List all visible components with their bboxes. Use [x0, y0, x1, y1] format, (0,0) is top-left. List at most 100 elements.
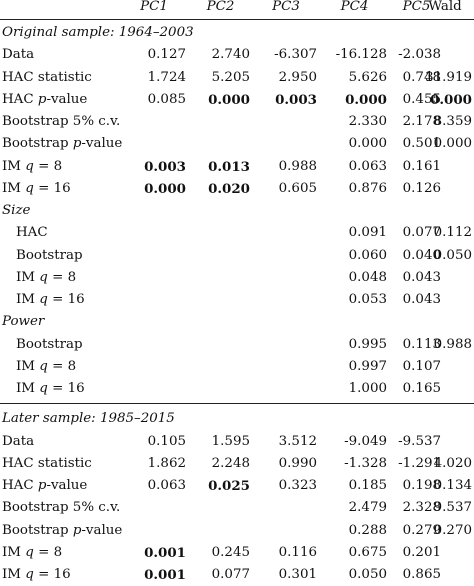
table-cell: 0.000 — [345, 91, 387, 108]
table-row: Bootstrap 5% c.v. 2.479 2.328 9.537 — [0, 497, 474, 519]
table-cell: 0.501 — [402, 136, 441, 152]
row-label: Bootstrap 5% c.v. — [2, 114, 121, 129]
table-cell: 0.001 — [144, 567, 186, 583]
table-cell: 1.724 — [147, 69, 186, 85]
table-cell: 0.085 — [147, 91, 186, 107]
table-cell — [418, 564, 472, 586]
table-cell: 2.740 — [211, 47, 250, 63]
section-title-row: Original sample: 1964–2003 — [0, 22, 474, 44]
table-cell: 8.359 — [433, 114, 472, 129]
table-cell: 2.950 — [278, 69, 317, 85]
table-cell: 0.455 — [402, 91, 441, 107]
table-cell: 0.323 — [278, 478, 317, 493]
table-cell: 0.127 — [147, 47, 186, 63]
table-cell: -16.128 — [335, 47, 387, 63]
table-cell: 0.107 — [402, 358, 441, 374]
table-row: IM q = 16 0.001 0.077 0.301 0.050 0.865 — [0, 564, 474, 586]
table-row: Bootstrap p-value 0.288 0.279 0.270 — [0, 520, 474, 542]
table-cell — [191, 334, 250, 356]
table-cell — [191, 378, 250, 400]
table-cell: 0.112 — [433, 225, 472, 241]
table-cell — [418, 431, 472, 453]
table-cell — [255, 111, 317, 133]
table-row: Data 0.105 1.595 3.512 -9.049 -9.537 — [0, 431, 474, 453]
section-title-row: Power — [0, 311, 474, 333]
table-cell — [255, 245, 317, 267]
table-cell — [191, 520, 250, 542]
table-cell: 0.161 — [402, 158, 441, 174]
table-cell: -2.038 — [398, 47, 441, 63]
table-cell — [255, 267, 317, 289]
section-title-row: Later sample: 1985–2015 — [0, 408, 474, 430]
table-cell: 0.000 — [208, 91, 250, 108]
row-label: Bootstrap 5% c.v. — [2, 500, 121, 516]
table-cell: 0.990 — [278, 455, 317, 471]
table-row: IM q = 8 0.997 0.107 — [0, 356, 474, 378]
table-cell: 0.270 — [433, 522, 472, 538]
row-label: HAC statistic — [2, 455, 92, 471]
table-cell — [418, 156, 472, 178]
table-cell: 0.165 — [402, 381, 441, 396]
table-cell: 0.997 — [348, 358, 387, 374]
table-cell: 0.105 — [147, 433, 186, 449]
row-label: Bootstrap — [16, 247, 83, 263]
table-cell — [191, 111, 250, 133]
table-cell: 0.185 — [348, 478, 387, 493]
table-cell: 0.043 — [402, 269, 441, 285]
table-cell: 0.053 — [348, 292, 387, 307]
table-cell — [122, 289, 186, 311]
table-cell: 0.063 — [348, 158, 387, 174]
table-cell — [255, 289, 317, 311]
table-cell: 31.919 — [425, 69, 472, 85]
table-cell — [255, 356, 317, 378]
table-row: IM q = 8 0.048 0.043 — [0, 267, 474, 289]
header-row: PC1 PC2 PC3 PC4 PC5 Wald — [0, 0, 474, 18]
col-header-pc1: PC1 — [140, 0, 168, 14]
table-cell: 5.626 — [348, 69, 387, 85]
table-cell: 1.862 — [147, 455, 186, 471]
table-cell: 0.113 — [402, 336, 441, 352]
table-row: IM q = 16 1.000 0.165 — [0, 378, 474, 400]
row-label: IM q = 8 — [2, 158, 63, 174]
section-title-row: Size — [0, 200, 474, 222]
table-cell: 0.003 — [144, 158, 186, 175]
table-cell: -9.049 — [344, 433, 387, 449]
table-cell — [122, 267, 186, 289]
table-cell: 0.013 — [208, 158, 250, 175]
table-cell — [122, 222, 186, 244]
table-cell: 0.000 — [144, 180, 186, 197]
section-title: Power — [2, 314, 45, 330]
table-cell: 0.003 — [275, 91, 317, 108]
table-cell — [122, 334, 186, 356]
row-label: Data — [2, 433, 35, 449]
table-cell — [122, 497, 186, 519]
table-cell: 2.178 — [402, 114, 441, 129]
table-cell: 0.988 — [278, 158, 317, 174]
table-row: Bootstrap p-value 0.000 0.501 0.000 — [0, 133, 474, 155]
row-label: Data — [2, 47, 35, 63]
table-cell — [191, 267, 250, 289]
table-cell: 5.205 — [211, 69, 250, 85]
table-cell: 0.000 — [433, 136, 472, 152]
table-cell — [255, 520, 317, 542]
table-cell: 0.077 — [211, 567, 250, 582]
table-cell: 0.040 — [402, 247, 441, 263]
row-label: Bootstrap p-value — [2, 136, 123, 152]
table-cell — [191, 497, 250, 519]
table-row: Bootstrap 0.060 0.040 0.050 — [0, 245, 474, 267]
row-label: IM q = 16 — [16, 381, 85, 396]
section-title: Size — [2, 203, 31, 218]
table-cell: 0.301 — [278, 567, 317, 582]
table-cell: 2.479 — [348, 500, 387, 516]
table-row: HAC p-value 0.085 0.000 0.003 0.000 0.455 0.00… — [0, 89, 474, 111]
table-cell — [122, 133, 186, 155]
col-header-pc3: PC3 — [272, 0, 300, 14]
table-cell: 0.050 — [348, 567, 387, 582]
table-cell — [418, 178, 472, 200]
table-cell: 0.876 — [348, 180, 387, 196]
table-cell — [255, 378, 317, 400]
row-label: IM q = 16 — [2, 180, 71, 196]
col-header-wald: Wald — [428, 0, 462, 14]
table-row: IM q = 8 0.001 0.245 0.116 0.675 0.201 — [0, 542, 474, 564]
